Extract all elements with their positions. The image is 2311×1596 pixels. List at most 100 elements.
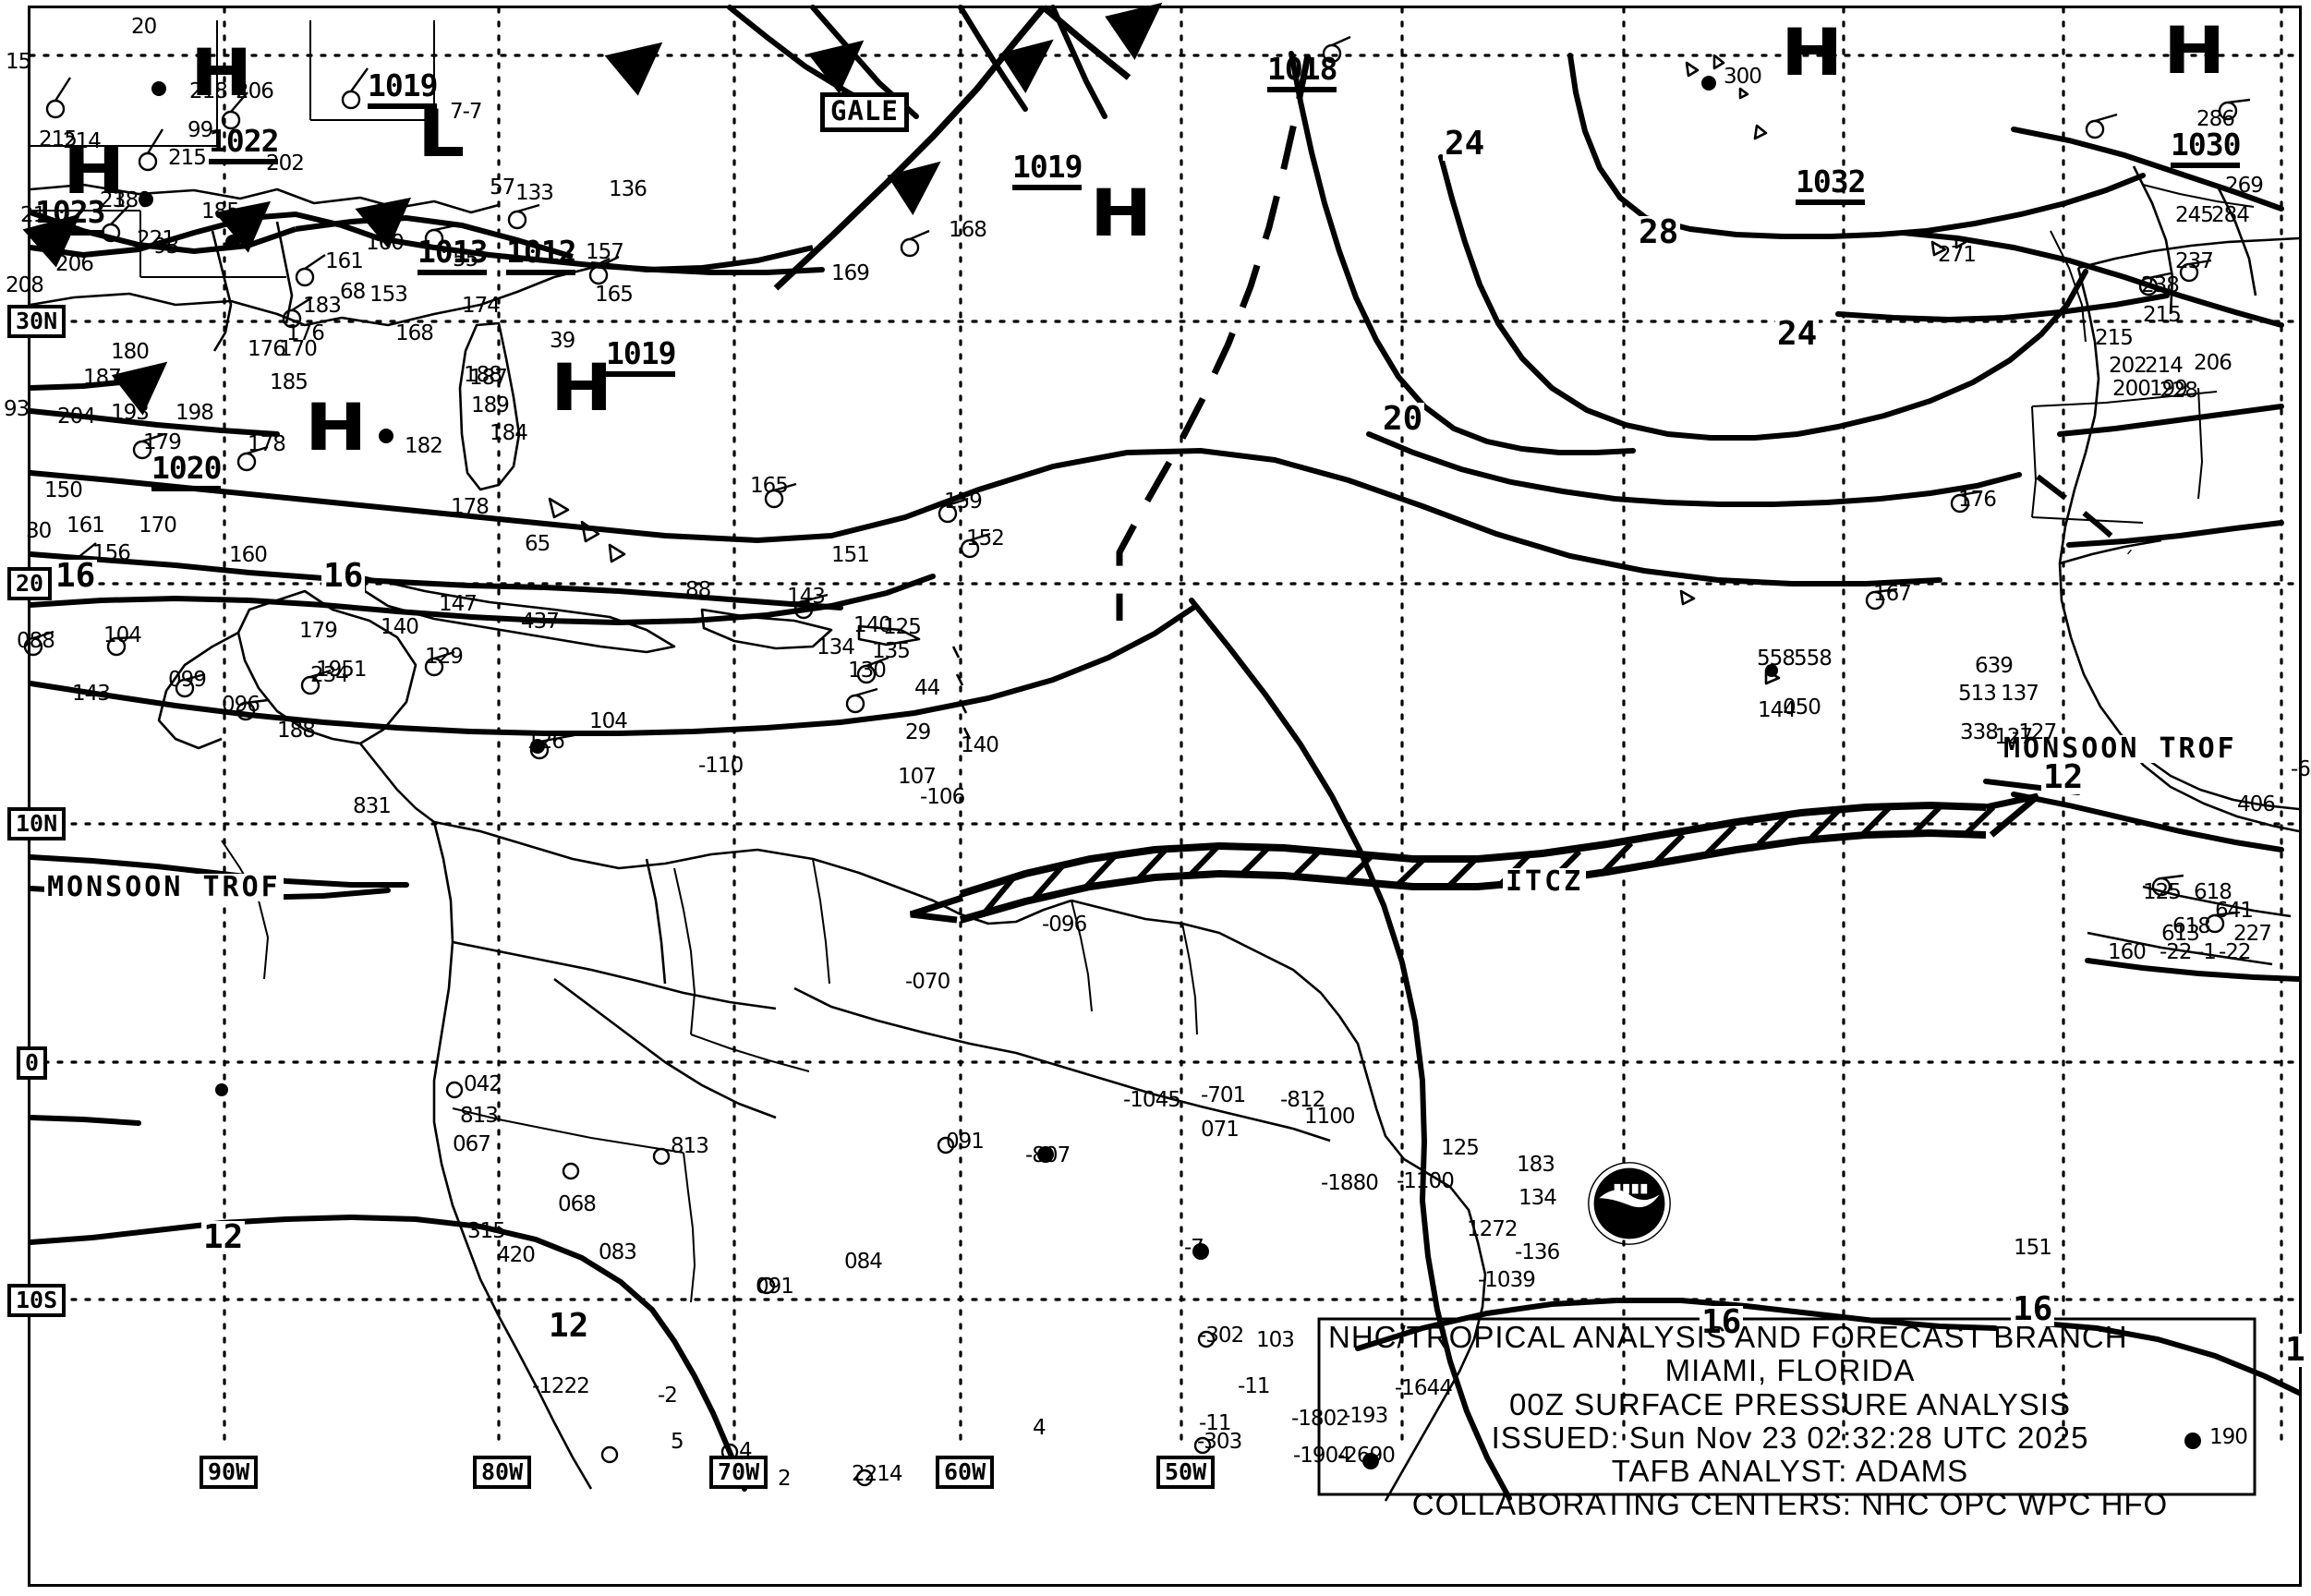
title-block: NHC/TROPICAL ANALYSIS AND FORECAST BRANC… (1328, 1320, 2252, 1522)
station-value: -22 (2160, 940, 2193, 964)
lat-tick-30n: 30N (7, 305, 67, 338)
station-value: 169 (831, 261, 870, 285)
station-value: -11 (1238, 1374, 1271, 1398)
title-line-location: MIAMI, FLORIDA (1664, 1353, 1916, 1388)
station-value: 174 (462, 294, 501, 318)
station-value: -110 (698, 754, 744, 778)
station-value: 161 (67, 514, 105, 538)
station-value: 21 (20, 203, 46, 227)
station-value: -7 (1184, 1236, 1204, 1260)
station-value: 437 (521, 610, 560, 634)
station-value: -136 (1515, 1240, 1560, 1264)
station-value: 185 (201, 200, 240, 224)
isotherm-label-16c: 16 (1700, 1303, 1744, 1341)
station-value: 170 (139, 514, 177, 538)
station-value: 161 (325, 249, 364, 273)
station-value: 271 (1938, 243, 1977, 267)
station-value: 134 (1518, 1186, 1557, 1210)
itcz-line (909, 792, 2040, 924)
station-value: 153 (369, 283, 408, 307)
station-value: -1802 (1291, 1407, 1349, 1431)
station-value: 214 (2145, 354, 2184, 378)
station-value: 269 (2225, 174, 2264, 198)
station-value: 208 (6, 273, 44, 297)
station-value: 103 (1256, 1328, 1295, 1352)
station-value: 137 (2001, 682, 2039, 706)
pressure-center-h-1019b-letter: H (1090, 175, 1152, 251)
station-value: 199 (2149, 377, 2188, 401)
noaa-logo-icon (1588, 1162, 1671, 1245)
station-value: 406 (2237, 792, 2276, 816)
station-value: 099 (168, 668, 207, 692)
station-value: 182 (405, 434, 443, 458)
wind-barbs (23, 35, 2251, 1487)
station-value: -070 (905, 970, 950, 994)
station-value: 300 (1724, 65, 1762, 89)
station-value: 618 (2172, 914, 2211, 938)
station-value: 20 (131, 15, 157, 39)
station-value: 135 (872, 639, 911, 663)
isotherm-label-16b: 16 (321, 557, 366, 595)
lat-tick-0: 0 (17, 1046, 48, 1080)
feature-monsoon-trof-west: MONSOON TROF (44, 874, 284, 901)
station-value: 147 (439, 592, 478, 616)
pressure-center-l-1013-value: 1013 (417, 236, 488, 275)
station-value: 29 (905, 720, 931, 744)
station-value: 238 (2141, 273, 2180, 297)
station-value: 125 (883, 615, 922, 639)
feature-itcz: ITCZ (1503, 868, 1587, 896)
station-value: 639 (1975, 654, 2014, 678)
station-value: 200 (2112, 377, 2151, 401)
station-value: 227 (2233, 922, 2272, 946)
station-value: 4 (1033, 1416, 1047, 1440)
station-value: 2 (778, 1467, 792, 1491)
station-value: 206 (236, 79, 274, 103)
station-value: -22 (2219, 940, 2252, 964)
station-value: 190 (2209, 1425, 2248, 1449)
station-value: -2690 (1337, 1444, 1396, 1468)
station-value: 618 (2194, 880, 2232, 904)
station-value: 237 (2175, 249, 2214, 273)
station-value: 831 (353, 794, 392, 818)
station-value: 107 (898, 765, 937, 789)
station-value: 130 (848, 659, 887, 683)
station-value: 160 (229, 543, 268, 567)
station-value: 096 (222, 693, 260, 717)
station-value: 198 (175, 401, 214, 425)
station-value: 187 (469, 366, 508, 390)
isotherm-label-20: 20 (1381, 400, 1425, 438)
station-value: -127 (2012, 720, 2057, 744)
station-value: -6 (2291, 757, 2311, 781)
pressure-center-l-1012-value: 1012 (506, 236, 576, 275)
station-value: -1100 (1397, 1169, 1455, 1193)
station-value: -807 (1025, 1143, 1071, 1167)
station-value: 180 (111, 340, 150, 364)
station-value: 55 (453, 248, 478, 272)
station-value: 228 (2160, 379, 2198, 403)
station-value: 513 (1958, 682, 1997, 706)
station-value: 188 (277, 719, 316, 743)
station-value: 813 (460, 1104, 499, 1128)
station-value: 091 (946, 1130, 985, 1154)
lon-tick-50w: 50W (1156, 1456, 1216, 1489)
station-value: 180 (113, 188, 151, 212)
station-value: 1951 (316, 658, 368, 682)
station-value: 170 (279, 337, 318, 361)
station-value: 23 (100, 188, 126, 212)
isobar-label-1018: 1018 (1267, 54, 1337, 92)
station-value: 185 (270, 370, 309, 394)
station-value: 57 (490, 175, 515, 200)
station-value: 176 (248, 337, 286, 361)
station-value: 183 (303, 294, 342, 318)
station-value: -303 (1197, 1430, 1242, 1454)
station-value: 126 (526, 730, 565, 754)
station-value: -701 (1201, 1083, 1246, 1107)
station-value: 140 (961, 733, 999, 757)
station-value: 179 (143, 430, 182, 454)
station-value: 558 (1757, 647, 1796, 671)
isotherm-label-12a: 12 (201, 1218, 246, 1256)
station-value: 187 (83, 366, 122, 390)
station-value: 152 (966, 526, 1005, 550)
station-value: 042 (464, 1072, 502, 1096)
title-line-issued: ISSUED: Sun Nov 23 02:32:28 UTC 2025 (1491, 1420, 2089, 1455)
